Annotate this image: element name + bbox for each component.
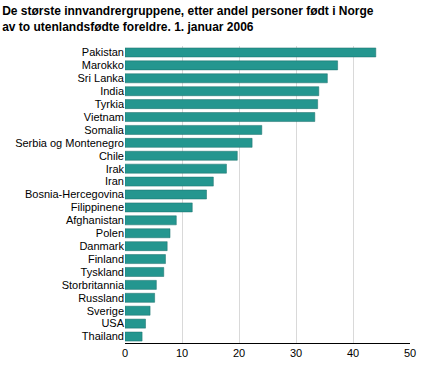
- svg-text:USA: USA: [101, 317, 124, 329]
- svg-text:30: 30: [290, 347, 302, 359]
- svg-text:Storbritannia: Storbritannia: [62, 279, 125, 291]
- svg-text:Bosnia-Hercegovina: Bosnia-Hercegovina: [25, 188, 125, 200]
- svg-text:Pakistan: Pakistan: [82, 46, 124, 58]
- svg-text:Irak: Irak: [106, 163, 125, 175]
- svg-text:Tyskland: Tyskland: [81, 266, 124, 278]
- svg-text:10: 10: [176, 347, 188, 359]
- svg-text:20: 20: [233, 347, 245, 359]
- svg-text:0: 0: [122, 347, 128, 359]
- svg-text:Thailand: Thailand: [82, 330, 124, 342]
- svg-text:Danmark: Danmark: [79, 240, 124, 252]
- svg-text:India: India: [100, 85, 125, 97]
- svg-text:Sverige: Sverige: [87, 305, 124, 317]
- svg-text:De største innvandrergruppene,: De største innvandrergruppene, etter and…: [2, 4, 374, 34]
- svg-text:Polen: Polen: [96, 227, 124, 239]
- svg-text:Serbia og Montenegro: Serbia og Montenegro: [15, 137, 124, 149]
- svg-text:Russland: Russland: [78, 292, 124, 304]
- svg-text:50: 50: [404, 347, 416, 359]
- svg-text:Vietnam: Vietnam: [84, 111, 124, 123]
- svg-text:Marokko: Marokko: [82, 59, 124, 71]
- svg-text:Filippinene: Filippinene: [71, 201, 124, 213]
- svg-text:Finland: Finland: [88, 253, 124, 265]
- svg-text:Sri Lanka: Sri Lanka: [78, 72, 125, 84]
- svg-text:Iran: Iran: [105, 175, 124, 187]
- svg-text:40: 40: [347, 347, 359, 359]
- svg-text:Tyrkia: Tyrkia: [95, 98, 125, 110]
- svg-text:Somalia: Somalia: [84, 124, 125, 136]
- svg-text:Afghanistan: Afghanistan: [66, 214, 124, 226]
- svg-text:Chile: Chile: [99, 150, 124, 162]
